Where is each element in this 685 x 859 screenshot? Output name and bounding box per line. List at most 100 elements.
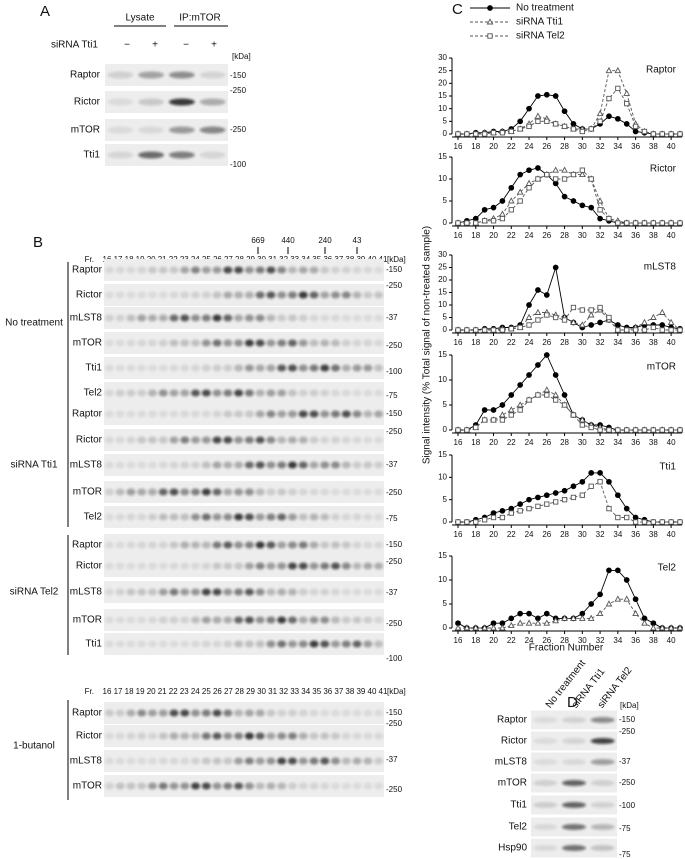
band (287, 436, 297, 444)
row-label: Tel2 (84, 512, 103, 523)
band (223, 588, 233, 596)
point (499, 327, 506, 333)
band (561, 716, 587, 724)
band (201, 364, 211, 372)
kda-marker: -100 (619, 801, 636, 810)
band (115, 732, 125, 740)
band (169, 562, 179, 570)
point (490, 204, 497, 211)
panel-label: D (567, 694, 578, 711)
band (331, 436, 341, 444)
band (341, 757, 351, 765)
point (544, 171, 550, 178)
band (104, 616, 114, 624)
band (104, 732, 114, 740)
band (199, 126, 226, 134)
band (223, 732, 233, 740)
band (590, 844, 615, 852)
blot (104, 284, 384, 306)
point (623, 505, 630, 512)
band (309, 488, 319, 496)
band (212, 314, 222, 322)
band (287, 364, 297, 372)
band (147, 757, 157, 765)
band (115, 640, 125, 648)
band (180, 541, 190, 549)
band (223, 562, 233, 570)
band (201, 291, 211, 299)
point (553, 499, 559, 505)
band (137, 364, 147, 372)
band (374, 757, 384, 765)
point (507, 621, 515, 629)
kda-marker: -150 (386, 265, 403, 274)
band (255, 709, 265, 717)
band (180, 588, 190, 596)
band (244, 266, 254, 274)
x-tick-label: 40 (667, 142, 676, 151)
band (341, 488, 351, 496)
band (126, 339, 136, 347)
band (255, 364, 265, 372)
band (126, 410, 136, 418)
y-tick-label: 30 (438, 53, 447, 62)
point (535, 392, 541, 398)
band (320, 364, 330, 372)
point (561, 497, 568, 503)
band (115, 410, 125, 418)
band (533, 844, 558, 852)
band (137, 541, 147, 549)
point (632, 220, 639, 226)
band (169, 513, 179, 521)
x-tick-label: 38 (649, 231, 658, 240)
fraction-number: 35 (312, 687, 321, 696)
band (309, 588, 319, 596)
band (298, 461, 308, 469)
point (464, 427, 470, 433)
point (597, 304, 603, 311)
x-tick-label: 34 (613, 636, 622, 645)
band (191, 513, 201, 521)
point (535, 362, 541, 368)
band (180, 339, 190, 347)
point (481, 327, 488, 333)
band (244, 709, 254, 717)
band (341, 732, 351, 740)
blot (104, 750, 384, 772)
point (588, 601, 595, 607)
band (137, 314, 147, 322)
point (526, 185, 532, 191)
band (104, 513, 114, 521)
x-tick-label: 38 (649, 142, 658, 151)
band (331, 588, 341, 596)
band (298, 588, 308, 596)
x-tick-label: 26 (542, 231, 551, 240)
point (668, 131, 674, 137)
band (201, 757, 211, 765)
row-label: mTOR (73, 338, 102, 349)
x-tick-label: 16 (454, 338, 463, 347)
band (158, 513, 168, 521)
point (455, 327, 461, 333)
band (158, 410, 168, 418)
band (234, 461, 244, 469)
band (298, 562, 308, 570)
band (266, 782, 276, 790)
band (374, 339, 384, 347)
band (158, 640, 168, 648)
band (266, 436, 276, 444)
band (212, 389, 222, 397)
x-tick-label: 28 (560, 142, 569, 151)
band (320, 757, 330, 765)
band (169, 782, 179, 790)
point (455, 220, 461, 226)
size-marker: 43 (353, 236, 362, 245)
band (191, 782, 201, 790)
band (201, 588, 211, 596)
point (455, 427, 461, 433)
kda-marker: -250 (386, 719, 403, 728)
point (677, 327, 683, 333)
point (624, 220, 630, 226)
band (107, 151, 134, 159)
band (137, 291, 147, 299)
